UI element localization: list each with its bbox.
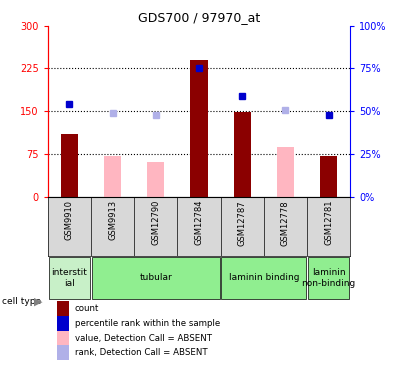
Text: ▶: ▶	[34, 297, 42, 307]
FancyBboxPatch shape	[221, 257, 306, 299]
FancyBboxPatch shape	[49, 257, 90, 299]
Bar	[57, 301, 69, 316]
Bar	[57, 316, 69, 331]
FancyBboxPatch shape	[92, 257, 220, 299]
Text: percentile rank within the sample: percentile rank within the sample	[75, 319, 220, 328]
Text: GSM12778: GSM12778	[281, 200, 290, 246]
Bar	[190, 60, 208, 197]
Bar	[234, 112, 251, 197]
Text: laminin binding: laminin binding	[228, 273, 299, 282]
Bar	[320, 156, 337, 197]
Bar	[277, 147, 294, 197]
Text: GSM12787: GSM12787	[238, 200, 247, 246]
Bar	[147, 162, 164, 197]
Text: rank, Detection Call = ABSENT: rank, Detection Call = ABSENT	[75, 348, 208, 357]
Bar	[61, 134, 78, 197]
Text: cell type: cell type	[2, 298, 41, 306]
Text: interstit
ial: interstit ial	[51, 268, 87, 288]
Text: tubular: tubular	[139, 273, 172, 282]
Text: laminin
non-binding: laminin non-binding	[302, 268, 356, 288]
Text: count: count	[75, 304, 100, 313]
Text: GSM9910: GSM9910	[65, 200, 74, 240]
Title: GDS700 / 97970_at: GDS700 / 97970_at	[138, 11, 260, 25]
Text: GSM9913: GSM9913	[108, 200, 117, 240]
Text: GSM12781: GSM12781	[324, 200, 333, 246]
Text: value, Detection Call = ABSENT: value, Detection Call = ABSENT	[75, 333, 212, 343]
Bar	[57, 346, 69, 360]
Text: GSM12784: GSM12784	[195, 200, 203, 246]
Bar	[57, 331, 69, 346]
Text: GSM12790: GSM12790	[151, 200, 160, 245]
Bar	[104, 156, 121, 197]
FancyBboxPatch shape	[308, 257, 349, 299]
